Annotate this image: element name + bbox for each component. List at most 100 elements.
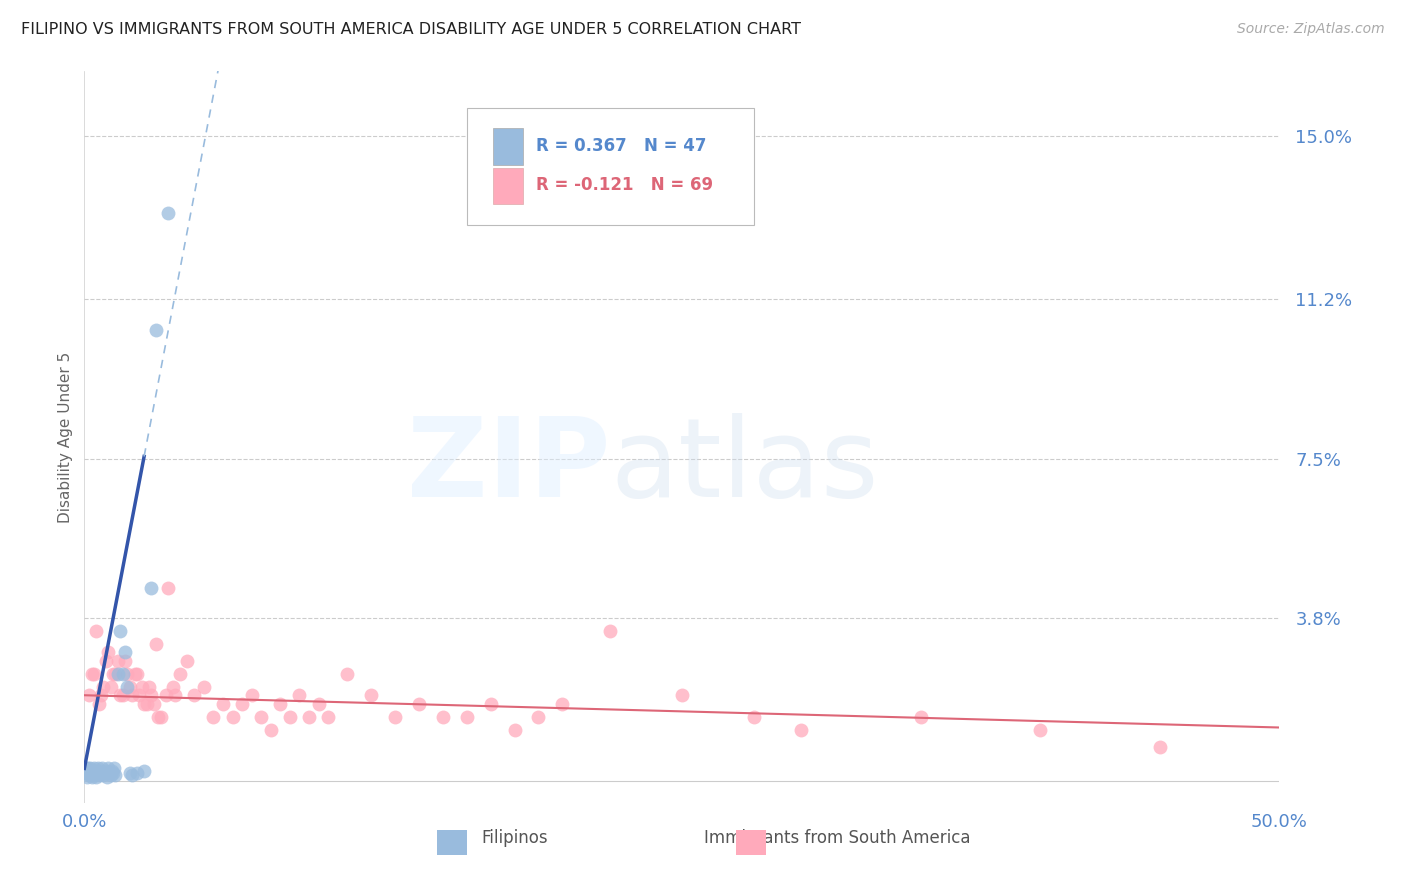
Point: [288, 688, 311, 702]
Point: [93, 768, 115, 782]
Point: [84, 770, 107, 784]
Point: [128, 688, 150, 702]
Bar: [494, 128, 523, 165]
Point: [77, 761, 100, 775]
Point: [131, 680, 153, 694]
Bar: [494, 168, 523, 204]
Point: [104, 768, 127, 782]
Point: [97, 761, 120, 775]
Point: [176, 654, 198, 668]
Point: [118, 765, 141, 780]
Point: [91, 761, 114, 775]
Point: [114, 654, 136, 668]
FancyBboxPatch shape: [467, 108, 754, 225]
Point: [278, 710, 301, 724]
Point: [671, 688, 693, 702]
Point: [141, 581, 163, 595]
Point: [90, 688, 112, 702]
Point: [145, 322, 167, 336]
Point: [149, 710, 172, 724]
Y-axis label: Disability Age Under 5: Disability Age Under 5: [58, 351, 73, 523]
Point: [527, 710, 550, 724]
Point: [83, 765, 105, 780]
Point: [82, 764, 104, 778]
Point: [77, 765, 100, 780]
Point: [110, 624, 132, 638]
Point: [1029, 723, 1052, 737]
Point: [107, 654, 129, 668]
Point: [790, 723, 813, 737]
Point: [132, 697, 156, 711]
Point: [100, 680, 122, 694]
Text: R = -0.121   N = 69: R = -0.121 N = 69: [536, 177, 713, 194]
Point: [77, 768, 100, 782]
Point: [408, 697, 430, 711]
Text: ZIP: ZIP: [406, 413, 610, 520]
Point: [77, 688, 100, 702]
Point: [125, 666, 148, 681]
Point: [456, 710, 478, 724]
Point: [86, 765, 108, 780]
Point: [79, 761, 101, 775]
Point: [360, 688, 382, 702]
Point: [240, 688, 263, 702]
Point: [1149, 739, 1171, 754]
Point: [231, 697, 253, 711]
Point: [742, 710, 765, 724]
Point: [121, 688, 143, 702]
Point: [148, 710, 170, 724]
Point: [94, 764, 117, 778]
Point: [80, 765, 103, 780]
Text: Filipinos: Filipinos: [481, 829, 548, 847]
Point: [83, 761, 105, 775]
Point: [142, 697, 165, 711]
Text: R = 0.367   N = 47: R = 0.367 N = 47: [536, 137, 707, 155]
Point: [269, 697, 291, 711]
Point: [87, 697, 110, 711]
Point: [84, 764, 107, 778]
Point: [111, 688, 134, 702]
Point: [157, 581, 180, 595]
Text: FILIPINO VS IMMIGRANTS FROM SOUTH AMERICA DISABILITY AGE UNDER 5 CORRELATION CHA: FILIPINO VS IMMIGRANTS FROM SOUTH AMERIC…: [21, 22, 801, 37]
Point: [599, 624, 621, 638]
Point: [111, 666, 134, 681]
Point: [82, 765, 104, 780]
Point: [76, 770, 98, 784]
Point: [260, 723, 283, 737]
Point: [75, 765, 97, 780]
Point: [80, 770, 103, 784]
Text: Immigrants from South America: Immigrants from South America: [704, 829, 970, 847]
Point: [132, 764, 156, 778]
Point: [316, 710, 339, 724]
Point: [479, 697, 502, 711]
Point: [432, 710, 454, 724]
Point: [308, 697, 330, 711]
Point: [910, 710, 932, 724]
Point: [221, 710, 243, 724]
Point: [384, 710, 406, 724]
Point: [87, 768, 110, 782]
Bar: [735, 830, 766, 855]
Point: [138, 680, 160, 694]
Point: [141, 688, 163, 702]
Point: [101, 764, 124, 778]
Point: [165, 688, 187, 702]
Point: [121, 768, 143, 782]
Point: [100, 768, 122, 782]
Point: [212, 697, 235, 711]
Point: [90, 765, 112, 780]
Point: [79, 764, 101, 778]
Point: [155, 688, 177, 702]
Point: [82, 768, 104, 782]
Point: [117, 666, 139, 681]
Point: [145, 637, 167, 651]
Text: Source: ZipAtlas.com: Source: ZipAtlas.com: [1237, 22, 1385, 37]
Point: [101, 765, 124, 780]
Point: [193, 680, 215, 694]
Point: [83, 666, 105, 681]
Point: [118, 680, 141, 694]
Point: [336, 666, 359, 681]
Point: [117, 680, 139, 694]
Point: [157, 206, 180, 220]
Point: [114, 645, 136, 659]
